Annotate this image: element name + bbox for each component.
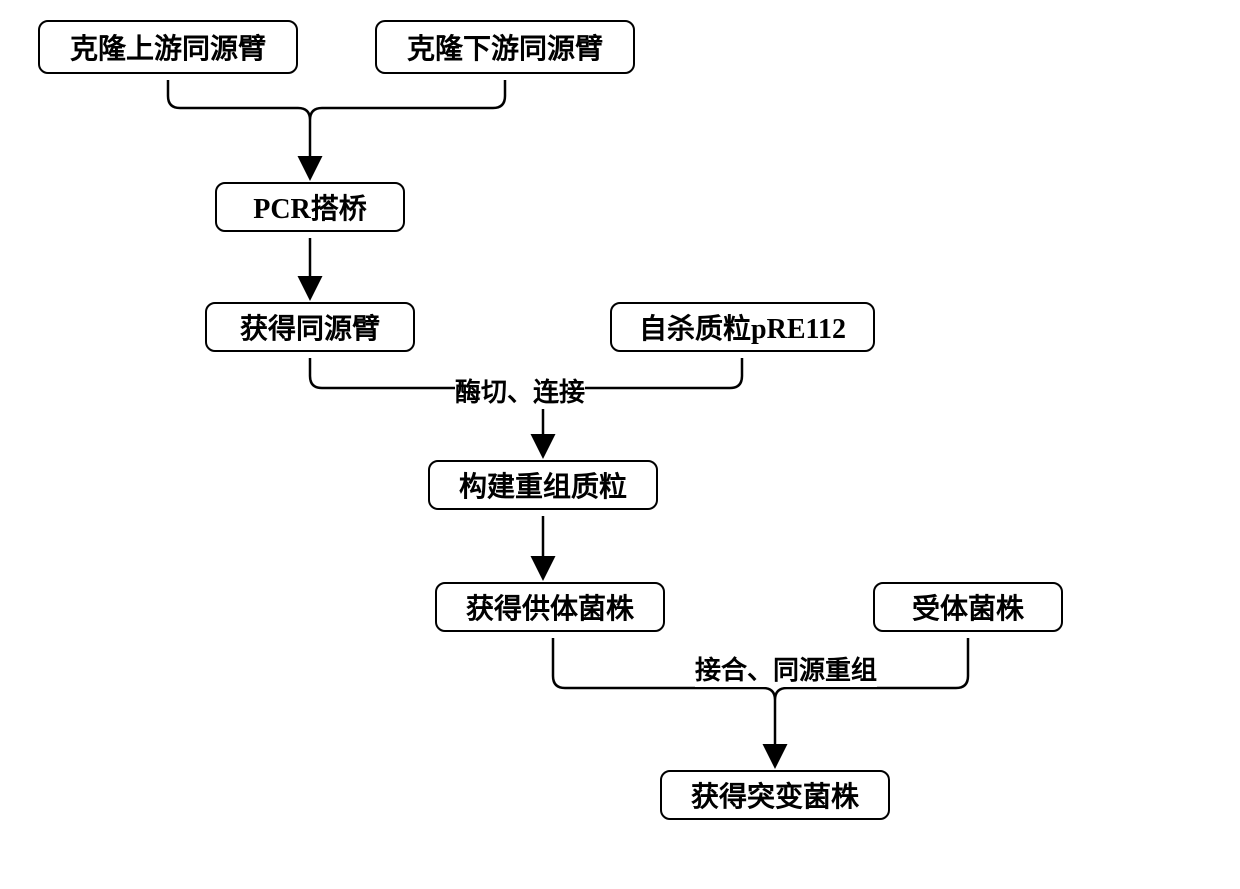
node-obtain-mutant: 获得突变菌株 — [660, 770, 890, 820]
node-suicide-plasmid: 自杀质粒pRE112 — [610, 302, 875, 352]
node-construct-recombinant: 构建重组质粒 — [428, 460, 658, 510]
flowchart-connectors — [0, 0, 1240, 889]
node-pcr-bridge: PCR搭桥 — [215, 182, 405, 232]
node-clone-downstream: 克隆下游同源臂 — [375, 20, 635, 74]
node-obtain-homology: 获得同源臂 — [205, 302, 415, 352]
node-recipient-strain: 受体菌株 — [873, 582, 1063, 632]
edge-label-conjugate-recombine: 接合、同源重组 — [695, 650, 877, 687]
edge-label-enzyme-ligate: 酶切、连接 — [455, 372, 585, 409]
node-obtain-donor: 获得供体菌株 — [435, 582, 665, 632]
node-clone-upstream: 克隆上游同源臂 — [38, 20, 298, 74]
